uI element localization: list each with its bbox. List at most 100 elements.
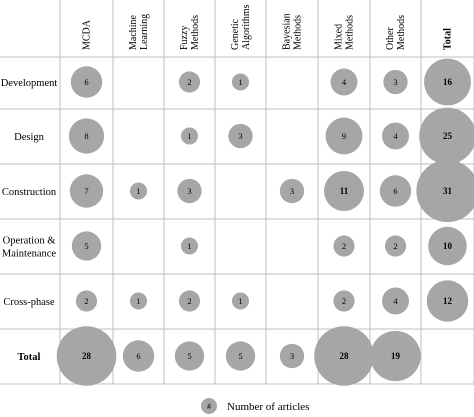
row-label-4-line-0: Cross-phase	[3, 297, 55, 308]
bubble-0-5	[330, 68, 358, 96]
legend: # Number of articles	[201, 398, 309, 414]
bubble-0-6	[383, 69, 408, 95]
column-header-3-line-1: Algorithms	[241, 4, 252, 50]
row-label-3-line-0: Operation &	[3, 236, 56, 247]
bubble-value-2-4: 3	[290, 186, 294, 196]
bubble-value-1-5: 9	[342, 131, 346, 141]
bubble-3-7	[428, 226, 467, 266]
bubble-value-4-0: 2	[84, 296, 88, 306]
column-header-7-line-0: Total	[443, 28, 454, 50]
bubble-5-6	[370, 330, 421, 382]
bubble-value-4-6: 4	[393, 296, 398, 306]
legend-bubble	[201, 398, 217, 414]
bubble-value-0-2: 2	[187, 77, 191, 87]
bubble-1-0	[68, 118, 105, 154]
bubble-2-2	[177, 178, 202, 204]
bubble-4-0	[75, 290, 98, 312]
row-labels: Development Design Construction Operation &…	[1, 78, 58, 363]
bubble-2-4	[279, 178, 305, 204]
column-header-0-line-0: MCDA	[82, 19, 93, 50]
bubble-value-0-0: 6	[84, 77, 88, 87]
bubble-value-2-6: 6	[393, 186, 397, 196]
column-header-3-line-0: Genetic	[230, 18, 241, 50]
bubble-1-7	[419, 107, 474, 165]
bubble-2-0	[69, 174, 104, 208]
bubble-2-5	[323, 170, 365, 212]
bubble-value-4-7: 12	[443, 296, 453, 306]
column-header-1-line-1: Learning	[139, 14, 150, 50]
bubble-value-3-5: 2	[342, 241, 346, 251]
bubble-5-3	[225, 341, 256, 371]
bubble-value-4-2: 2	[187, 296, 191, 306]
bubble-value-3-2: 1	[187, 241, 191, 251]
bubble-5-5	[314, 326, 374, 386]
bubble-value-5-3: 5	[238, 351, 242, 361]
bubble-5-2	[174, 341, 205, 371]
column-header-5-line-0: Mixed	[334, 24, 345, 50]
bubble-value-0-7: 16	[443, 77, 453, 87]
bubble-0-3	[231, 73, 250, 91]
column-header-2-line-1: Methods	[190, 15, 201, 50]
column-header-4-line-0: Bayesian	[282, 13, 293, 50]
bubble-1-5	[325, 117, 363, 155]
bubble-5-1	[122, 340, 155, 372]
bubble-1-2	[180, 127, 199, 145]
bubble-3-6	[384, 235, 407, 257]
bubble-value-2-0: 7	[84, 186, 88, 196]
bubble-value-2-2: 3	[187, 186, 191, 196]
bubble-4-3	[231, 292, 250, 310]
column-header-1-line-0: Machine	[128, 14, 139, 50]
bubble-value-5-0: 28	[82, 351, 92, 361]
bubble-value-1-2: 1	[187, 131, 191, 141]
bubble-value-3-7: 10	[443, 241, 453, 251]
bubble-1-6	[382, 122, 409, 150]
bubble-0-7	[424, 58, 471, 106]
bubble-value-1-7: 25	[443, 131, 453, 141]
bubble-1-3	[228, 123, 253, 149]
bubble-3-2	[180, 237, 199, 255]
bubble-value-5-1: 6	[136, 351, 140, 361]
bubble-4-5	[333, 290, 355, 312]
column-header-6-line-1: Methods	[396, 15, 407, 50]
bubble-value-5-2: 5	[187, 351, 191, 361]
bubble-3-5	[333, 235, 355, 257]
bubble-value-1-3: 3	[238, 131, 242, 141]
table-grid	[0, 0, 474, 385]
bubble-4-1	[129, 292, 148, 310]
column-header-5-line-1: Methods	[345, 15, 356, 50]
legend-label: Number of articles	[227, 401, 309, 413]
bubble-4-2	[178, 290, 201, 312]
bubble-2-7	[416, 159, 474, 223]
row-label-0-line-0: Development	[1, 78, 58, 89]
bubble-value-4-3: 1	[238, 296, 242, 306]
column-headers: MCDA Machine Learning Fuzzy Methods Genetic Al…	[82, 4, 454, 50]
row-label-1-line-0: Design	[14, 132, 44, 143]
bubble-4-6	[382, 287, 409, 315]
bubble-value-1-0: 8	[84, 131, 88, 141]
bubble-value-4-5: 2	[342, 296, 346, 306]
bubble-5-4	[279, 343, 305, 369]
bubble-value-1-6: 4	[393, 131, 398, 141]
bubble-value-0-3: 1	[238, 77, 242, 87]
bubble-value-3-6: 2	[393, 241, 397, 251]
bubble-value-0-6: 3	[393, 77, 397, 87]
bubble-value-5-5: 28	[340, 351, 350, 361]
bubble-2-1	[129, 182, 148, 200]
column-header-6-line-0: Other	[385, 27, 396, 50]
bubble-value-5-4: 3	[290, 351, 294, 361]
bubble-value-4-1: 1	[136, 296, 140, 306]
legend-symbol: #	[207, 402, 211, 411]
bubble-value-2-7: 31	[443, 186, 453, 196]
column-header-2-line-0: Fuzzy	[179, 26, 190, 50]
bubble-value-3-0: 5	[84, 241, 88, 251]
bubble-5-0	[56, 326, 117, 386]
bubble-3-0	[71, 231, 102, 261]
bubble-value-5-6: 19	[391, 351, 401, 361]
bubble-0-0	[70, 66, 103, 98]
row-label-5-line-0: Total	[18, 352, 41, 363]
bubble-value-2-5: 11	[340, 186, 349, 196]
bubble-value-2-1: 1	[136, 186, 140, 196]
row-label-3-line-1: Maintenance	[2, 249, 57, 260]
